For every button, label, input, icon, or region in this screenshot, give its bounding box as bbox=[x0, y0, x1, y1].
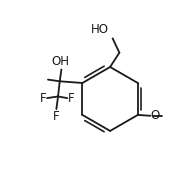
Text: F: F bbox=[68, 92, 74, 105]
Text: F: F bbox=[53, 110, 60, 123]
Text: OH: OH bbox=[51, 55, 70, 68]
Text: F: F bbox=[40, 92, 46, 105]
Text: HO: HO bbox=[90, 23, 108, 36]
Text: O: O bbox=[151, 109, 160, 122]
